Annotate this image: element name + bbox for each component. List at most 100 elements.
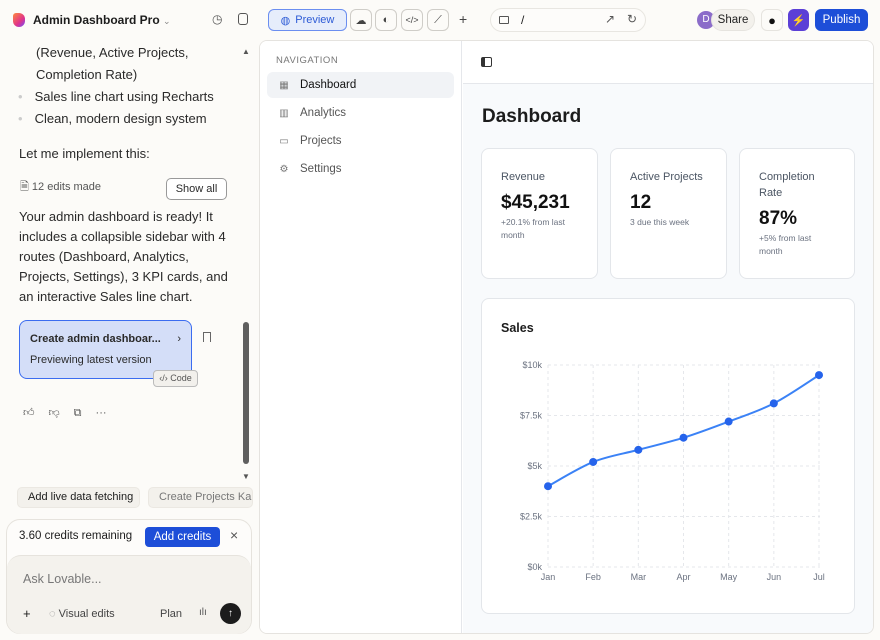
chat-message-text: (Revenue, Active Projects, Completion Ra… xyxy=(36,42,188,86)
implement-text: Let me implement this: xyxy=(19,146,150,161)
kpi-label: Active Projects xyxy=(630,171,703,183)
sidebar-item-label: Analytics xyxy=(300,107,347,119)
bar-chart-icon: ▥ xyxy=(279,107,289,119)
sidebar-toggle-icon[interactable] xyxy=(481,57,492,67)
bookmark-icon[interactable] xyxy=(203,332,211,342)
avatar[interactable]: D xyxy=(697,11,715,29)
data-point xyxy=(769,399,778,408)
project-name-text: Admin Dashboard Pro xyxy=(33,13,160,27)
x-tick-label: May xyxy=(720,572,738,582)
refresh-icon[interactable]: ↻ xyxy=(627,12,638,26)
add-icon[interactable]: + xyxy=(23,606,31,621)
chevron-down-icon: ⌄ xyxy=(163,16,171,26)
thumbs-up-icon[interactable]: 👍︎ xyxy=(23,407,35,419)
share-button[interactable]: Share xyxy=(711,9,755,31)
folder-icon: ▭ xyxy=(279,135,289,147)
list-item: • Sales line chart using Recharts xyxy=(18,89,214,104)
summary-text: Your admin dashboard is ready! It includ… xyxy=(19,209,228,304)
close-icon[interactable]: × xyxy=(230,527,239,543)
version-card[interactable]: Create admin dashboar... › Previewing lat… xyxy=(19,320,192,379)
more-icon[interactable]: ··· xyxy=(95,407,107,419)
publish-button[interactable]: Publish xyxy=(815,9,868,31)
show-all-button[interactable]: Show all xyxy=(166,178,227,200)
app-header xyxy=(463,41,873,84)
sidebar-item-analytics[interactable]: ▥ Analytics xyxy=(267,100,454,126)
sidebar-item-settings[interactable]: ⚙ Settings xyxy=(267,156,454,182)
data-point xyxy=(724,417,733,426)
file-edit-icon: 🗎 xyxy=(20,181,29,193)
open-external-icon[interactable]: ↗ xyxy=(605,12,616,26)
kpi-card-completion-rate: Completion Rate 87% +5% from last month xyxy=(739,148,855,279)
bolt-icon[interactable]: ⚡ xyxy=(788,9,809,31)
data-point xyxy=(544,482,552,491)
github-icon[interactable]: ● xyxy=(761,9,783,31)
code-label: Code xyxy=(170,373,192,383)
suggestion-chip[interactable]: Add live data fetching xyxy=(17,487,140,508)
list-item: • Clean, modern design system xyxy=(18,111,207,126)
message-actions: 👍︎ 👎︎ ⧉ ··· xyxy=(23,402,107,424)
url-path[interactable]: / xyxy=(521,13,525,27)
preview-frame: NAVIGATION ▦ Dashboard ▥ Analytics ▭ Projec… xyxy=(259,40,874,634)
x-tick-label: Apr xyxy=(676,572,690,582)
design-button[interactable]: ◐ xyxy=(375,9,397,31)
kpi-value: 87% xyxy=(759,208,798,229)
scroll-down-icon[interactable]: ▼ xyxy=(242,472,250,481)
preview-button[interactable]: ◍ Preview xyxy=(268,9,347,31)
scroll-up-icon[interactable]: ▲ xyxy=(242,47,250,56)
sidebar-item-label: Settings xyxy=(300,163,342,175)
suggestion-chip[interactable]: Create Projects Kanban xyxy=(148,487,253,508)
app-main: Dashboard Revenue $45,231 +20.1% from la… xyxy=(463,41,873,633)
text-line: (Revenue, Active Projects, xyxy=(36,45,189,60)
sidebar-item-projects[interactable]: ▭ Projects xyxy=(267,128,454,154)
kpi-value: $45,231 xyxy=(501,192,570,213)
edits-count: 12 edits made xyxy=(31,181,102,193)
chart-title: Sales xyxy=(501,321,534,335)
visual-edits-button[interactable]: ◌ Visual edits xyxy=(49,608,115,620)
x-tick-label: Jan xyxy=(541,572,556,582)
plan-button[interactable]: Plan xyxy=(160,608,183,620)
version-title: Create admin dashboar... › xyxy=(30,329,181,350)
code-tooltip[interactable]: ‹/› Code xyxy=(153,370,198,387)
globe-icon: ◍ xyxy=(280,14,291,27)
credits-remaining: 3.60 credits remaining xyxy=(19,530,133,542)
kpi-subtext: +5% from last month xyxy=(759,233,812,256)
thumbs-down-icon[interactable]: 👎︎ xyxy=(48,407,60,419)
project-name[interactable]: Admin Dashboard Pro ⌄ xyxy=(33,13,171,27)
code-button[interactable]: </> xyxy=(401,9,423,31)
cloud-button[interactable]: ☁ xyxy=(350,9,372,31)
history-icon[interactable]: ◷ xyxy=(212,12,223,26)
lovable-logo xyxy=(13,13,25,27)
scrollbar-thumb[interactable] xyxy=(243,322,249,464)
copy-icon[interactable]: ⧉ xyxy=(73,407,82,419)
panel-toggle-icon[interactable] xyxy=(238,13,248,25)
app-sidebar: NAVIGATION ▦ Dashboard ▥ Analytics ▭ Projec… xyxy=(260,41,462,633)
data-point xyxy=(589,457,598,466)
sidebar-item-dashboard[interactable]: ▦ Dashboard xyxy=(267,72,454,98)
preview-label: Preview xyxy=(295,14,335,26)
bullet-list: • Sales line chart using Recharts • Clean,… xyxy=(18,86,214,130)
url-bar[interactable]: / ↗ ↻ xyxy=(490,8,646,32)
send-button[interactable]: ↑ xyxy=(220,603,241,624)
page-title: Dashboard xyxy=(482,106,582,127)
sidebar-item-label: Projects xyxy=(300,135,342,147)
kpi-value: 12 xyxy=(630,192,652,213)
visual-edits-label: Visual edits xyxy=(58,608,115,620)
analytics-button[interactable]: ⟋ xyxy=(427,9,449,31)
device-icon[interactable] xyxy=(499,16,509,24)
add-credits-button[interactable]: Add credits xyxy=(145,527,220,547)
voice-icon[interactable]: ılı xyxy=(199,607,207,618)
data-point xyxy=(815,371,823,380)
x-tick-label: Mar xyxy=(631,572,647,582)
top-bar: Admin Dashboard Pro ⌄ ◷ ◍ Preview ☁ ◐ </>… xyxy=(0,0,880,40)
y-tick-label: $0k xyxy=(527,562,542,572)
sidebar-item-label: Dashboard xyxy=(300,79,357,91)
nav-heading: NAVIGATION xyxy=(276,55,339,66)
add-icon[interactable]: + xyxy=(459,11,468,27)
sales-line-chart[interactable]: $0k $2.5k $5k $7.5k $10k Jan Feb Mar Apr May Jun Ju… xyxy=(482,299,856,615)
composer: 3.60 credits remaining Add credits × Ask… xyxy=(6,519,252,634)
kpi-card-active-projects: Active Projects 12 3 due this week xyxy=(610,148,727,279)
visual-edits-icon: ◌ xyxy=(49,608,56,620)
scrollbar[interactable]: ▲ ▼ xyxy=(242,40,250,481)
kpi-label: Revenue xyxy=(501,171,546,183)
chat-input[interactable]: Ask Lovable... xyxy=(23,572,102,586)
